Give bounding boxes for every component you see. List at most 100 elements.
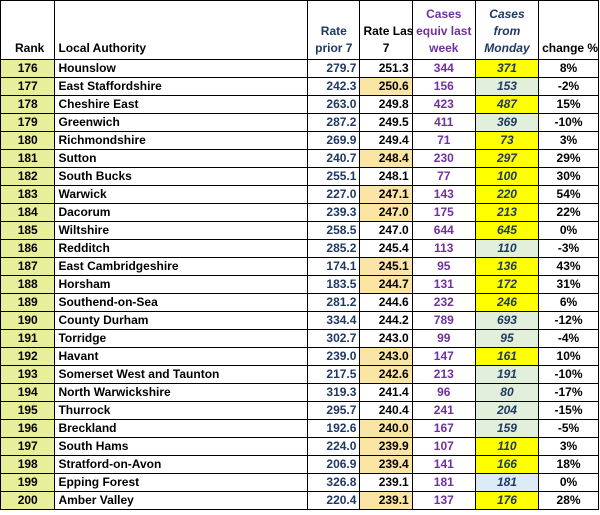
rank-cell: 186 [0, 239, 56, 258]
rate-last-cell: 245.1 [359, 257, 413, 276]
table-row: 185 Wiltshire 258.5 247.0 644 645 0% [0, 221, 599, 240]
cases-monday-cell: 73 [474, 131, 540, 150]
rate-prior-cell: 183.5 [307, 275, 361, 294]
rate-last-cell: 240.4 [359, 401, 413, 420]
local-authority-cell: Redditch [54, 239, 309, 258]
rank-cell: 195 [0, 401, 56, 420]
cases-monday-cell: 172 [474, 275, 540, 294]
rank-cell: 194 [0, 383, 56, 402]
cases-equiv-cell: 175 [411, 203, 476, 222]
rate-last-cell: 244.6 [359, 293, 413, 312]
header-rate-last-line1: Rate Last [363, 24, 413, 38]
rate-prior-cell: 206.9 [307, 455, 361, 474]
rate-last-cell: 247.1 [359, 185, 413, 204]
header-cases-equiv-line1: Cases [426, 7, 462, 21]
table-row: 178 Cheshire East 263.0 249.8 423 487 15% [0, 95, 599, 114]
table-row: 190 County Durham 334.4 244.2 789 693 -12% [0, 311, 599, 330]
rate-last-cell: 243.0 [359, 329, 413, 348]
rate-last-cell: 240.0 [359, 419, 413, 438]
cases-equiv-cell: 107 [411, 437, 476, 456]
cases-equiv-cell: 344 [411, 59, 476, 78]
local-authority-cell: Amber Valley [54, 491, 309, 510]
header-cases-monday: Cases from Monday [474, 0, 540, 60]
rank-cell: 199 [0, 473, 56, 492]
cases-equiv-cell: 137 [411, 491, 476, 510]
table-row: 195 Thurrock 295.7 240.4 241 204 -15% [0, 401, 599, 420]
rate-last-cell: 249.8 [359, 95, 413, 114]
rank-cell: 184 [0, 203, 56, 222]
table-row: 189 Southend-on-Sea 281.2 244.6 232 246 6% [0, 293, 599, 312]
rate-prior-cell: 302.7 [307, 329, 361, 348]
rank-cell: 176 [0, 59, 56, 78]
cases-monday-cell: 213 [474, 203, 540, 222]
local-authority-cell: Cheshire East [54, 95, 309, 114]
rank-cell: 183 [0, 185, 56, 204]
table-row: 179 Greenwich 287.2 249.5 411 369 -10% [0, 113, 599, 132]
cases-monday-cell: 297 [474, 149, 540, 168]
cases-monday-cell: 166 [474, 455, 540, 474]
rate-prior-cell: 279.7 [307, 59, 361, 78]
cases-equiv-cell: 167 [411, 419, 476, 438]
change-cell: 30% [538, 167, 599, 186]
rate-last-cell: 242.6 [359, 365, 413, 384]
local-authority-cell: Wiltshire [54, 221, 309, 240]
rate-prior-cell: 220.4 [307, 491, 361, 510]
cases-monday-cell: 100 [474, 167, 540, 186]
cases-monday-cell: 204 [474, 401, 540, 420]
rank-cell: 185 [0, 221, 56, 240]
rank-cell: 190 [0, 311, 56, 330]
rate-last-cell: 248.1 [359, 167, 413, 186]
rank-cell: 189 [0, 293, 56, 312]
rate-prior-cell: 192.6 [307, 419, 361, 438]
cases-equiv-cell: 96 [411, 383, 476, 402]
cases-equiv-cell: 156 [411, 77, 476, 96]
header-rank: Rank [0, 0, 56, 60]
table-row: 196 Breckland 192.6 240.0 167 159 -5% [0, 419, 599, 438]
cases-monday-cell: 487 [474, 95, 540, 114]
cases-monday-cell: 176 [474, 491, 540, 510]
local-authority-cell: Southend-on-Sea [54, 293, 309, 312]
cases-monday-cell: 95 [474, 329, 540, 348]
local-authority-cell: South Hams [54, 437, 309, 456]
rank-cell: 180 [0, 131, 56, 150]
header-row: Rank Local Authority Rate prior 7 Rate L… [0, 0, 599, 60]
table-row: 177 East Staffordshire 242.3 250.6 156 153 -2% [0, 77, 599, 96]
change-cell: -12% [538, 311, 599, 330]
table-row: 197 South Hams 224.0 239.9 107 110 3% [0, 437, 599, 456]
rate-prior-cell: 258.5 [307, 221, 361, 240]
cases-monday-cell: 645 [474, 221, 540, 240]
rate-last-cell: 244.7 [359, 275, 413, 294]
cases-monday-cell: 369 [474, 113, 540, 132]
rate-prior-cell: 326.8 [307, 473, 361, 492]
rank-cell: 196 [0, 419, 56, 438]
local-authority-cell: County Durham [54, 311, 309, 330]
change-cell: -3% [538, 239, 599, 258]
rank-cell: 177 [0, 77, 56, 96]
rank-cell: 191 [0, 329, 56, 348]
change-cell: -10% [538, 113, 599, 132]
rank-cell: 193 [0, 365, 56, 384]
cases-equiv-cell: 99 [411, 329, 476, 348]
table-row: 191 Torridge 302.7 243.0 99 95 -4% [0, 329, 599, 348]
rate-prior-cell: 295.7 [307, 401, 361, 420]
rate-prior-cell: 285.2 [307, 239, 361, 258]
rate-prior-cell: 334.4 [307, 311, 361, 330]
cases-monday-cell: 693 [474, 311, 540, 330]
cases-monday-cell: 220 [474, 185, 540, 204]
header-rate-last-line2: 7 [382, 41, 390, 55]
rate-last-cell: 249.5 [359, 113, 413, 132]
local-authority-cell: Horsham [54, 275, 309, 294]
change-cell: -4% [538, 329, 599, 348]
header-cases-monday-line2: from [493, 24, 521, 38]
rate-prior-cell: 227.0 [307, 185, 361, 204]
cases-equiv-cell: 147 [411, 347, 476, 366]
rate-last-cell: 248.4 [359, 149, 413, 168]
cases-monday-cell: 136 [474, 257, 540, 276]
rate-prior-cell: 287.2 [307, 113, 361, 132]
change-cell: 3% [538, 131, 599, 150]
table-row: 183 Warwick 227.0 247.1 143 220 54% [0, 185, 599, 204]
cases-monday-cell: 191 [474, 365, 540, 384]
rate-prior-cell: 240.7 [307, 149, 361, 168]
table-row: 194 North Warwickshire 319.3 241.4 96 80 -17% [0, 383, 599, 402]
